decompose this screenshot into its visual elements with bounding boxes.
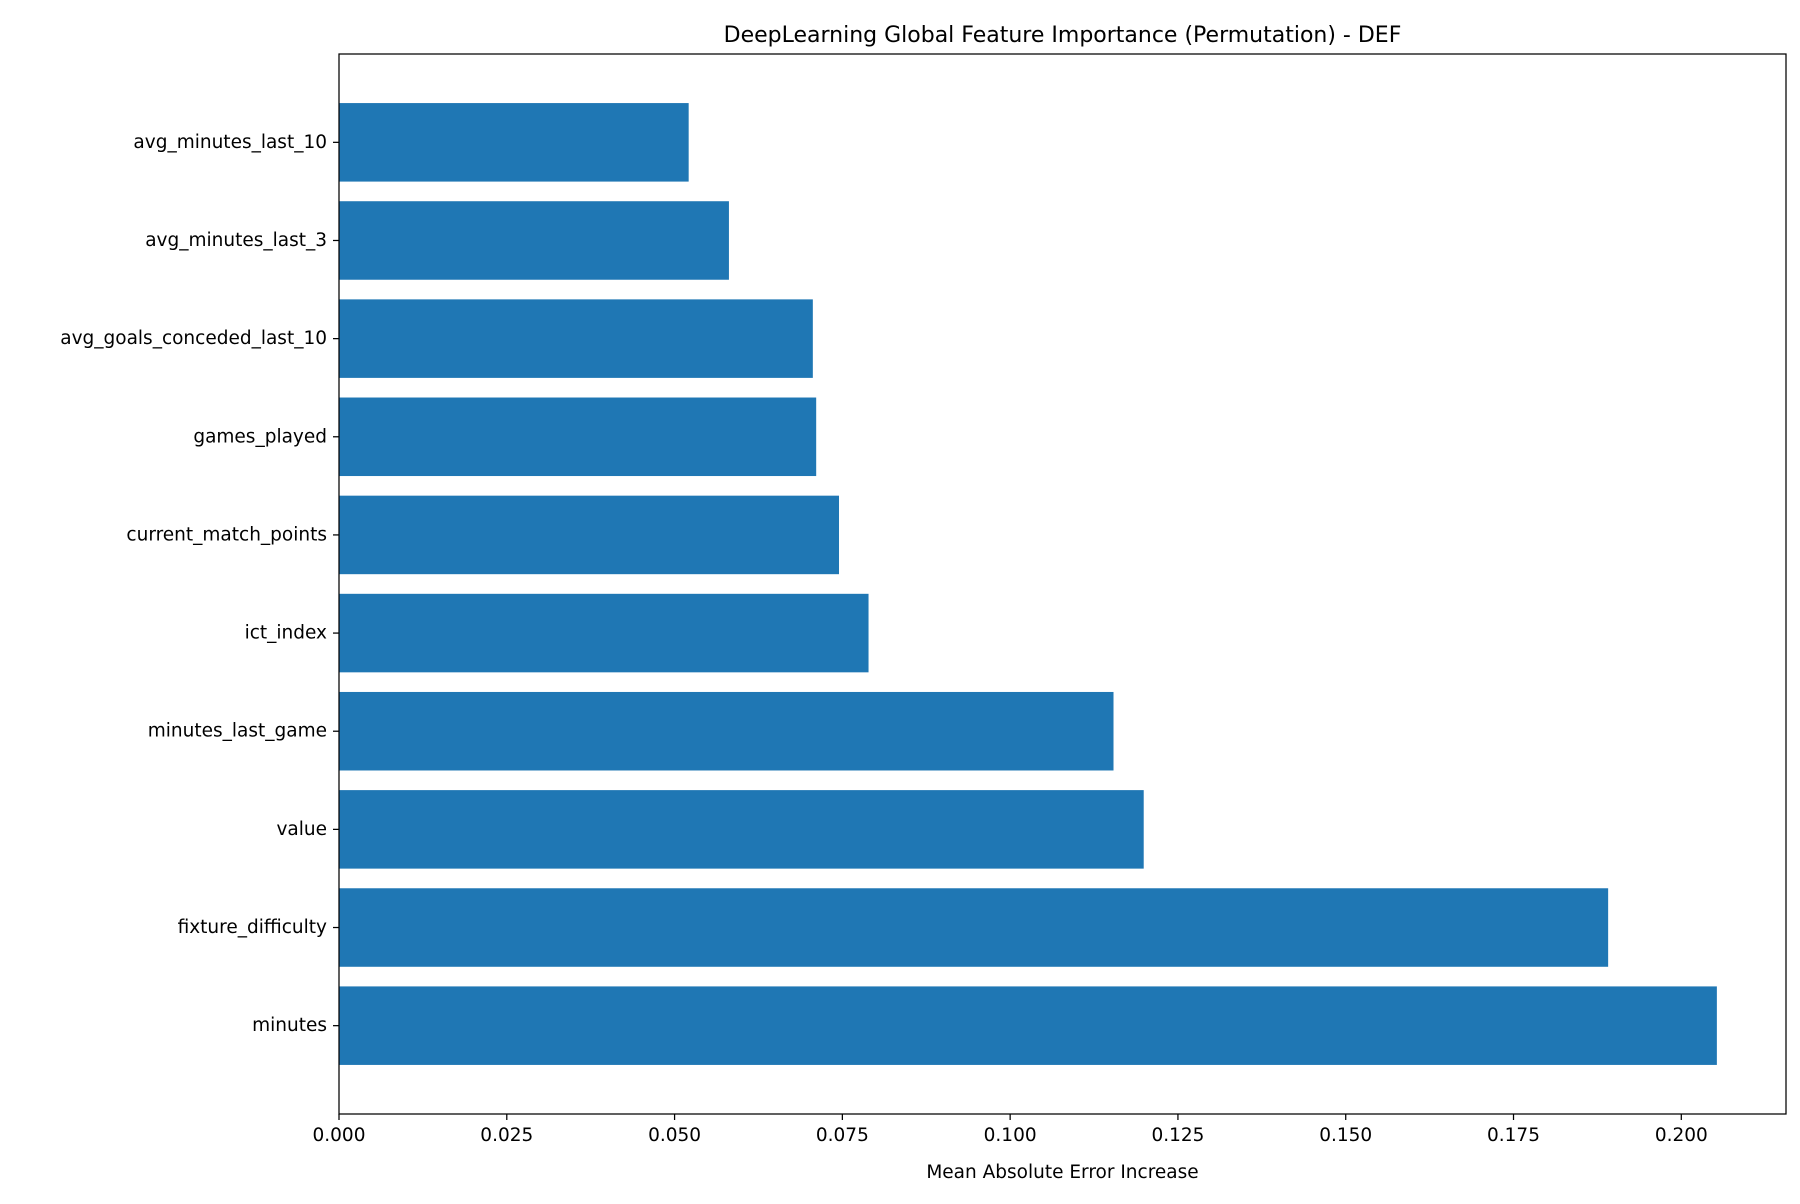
y-tick-label: ict_index [245, 623, 327, 644]
y-tick-label: avg_minutes_last_3 [145, 230, 327, 251]
y-tick-label: avg_minutes_last_10 [133, 132, 327, 153]
x-tick-label: 0.150 [1319, 1125, 1372, 1146]
x-tick-label: 0.175 [1487, 1125, 1540, 1146]
bar-avg-goals-conceded-last-10 [339, 299, 813, 378]
y-tick-label: value [276, 819, 327, 840]
bar-current-match-points [339, 495, 840, 575]
x-tick-label: 0.100 [984, 1125, 1037, 1146]
y-axis-ticks: minutes fixture_difficulty value minutes_la… [60, 132, 339, 1036]
x-tick-label: 0.050 [648, 1125, 701, 1146]
bar-fixture-difficulty [339, 888, 1609, 967]
y-tick-label: current_match_points [126, 524, 327, 545]
x-axis-label: Mean Absolute Error Increase [926, 1162, 1198, 1183]
plot-frame [338, 53, 1787, 1115]
bar-minutes-last-game [339, 691, 1114, 771]
bars-group [339, 103, 1717, 1065]
x-tick-label: 0.075 [816, 1125, 869, 1146]
y-tick-label: minutes_last_game [148, 721, 327, 742]
x-tick-label: 0.125 [1151, 1125, 1204, 1146]
bar-avg-minutes-last-10 [339, 103, 689, 182]
x-axis-ticks: 0.000 0.025 0.050 0.075 0.100 0.125 0.150 0.175… [313, 1114, 1708, 1146]
bar-ict-index [339, 593, 869, 673]
x-tick-label: 0.200 [1655, 1125, 1708, 1146]
y-tick-label: games_played [193, 426, 327, 447]
bar-minutes [339, 986, 1717, 1065]
y-tick-label: fixture_difficulty [178, 917, 327, 938]
chart-title: DeepLearning Global Feature Importance (… [724, 23, 1402, 48]
bar-value [339, 790, 1144, 869]
x-tick-label: 0.000 [313, 1125, 366, 1146]
bar-games-played [339, 397, 817, 477]
y-tick-label: avg_goals_conceded_last_10 [60, 328, 327, 349]
bar-avg-minutes-last-3 [339, 201, 729, 280]
y-tick-label: minutes [252, 1015, 327, 1036]
x-tick-label: 0.025 [480, 1125, 533, 1146]
